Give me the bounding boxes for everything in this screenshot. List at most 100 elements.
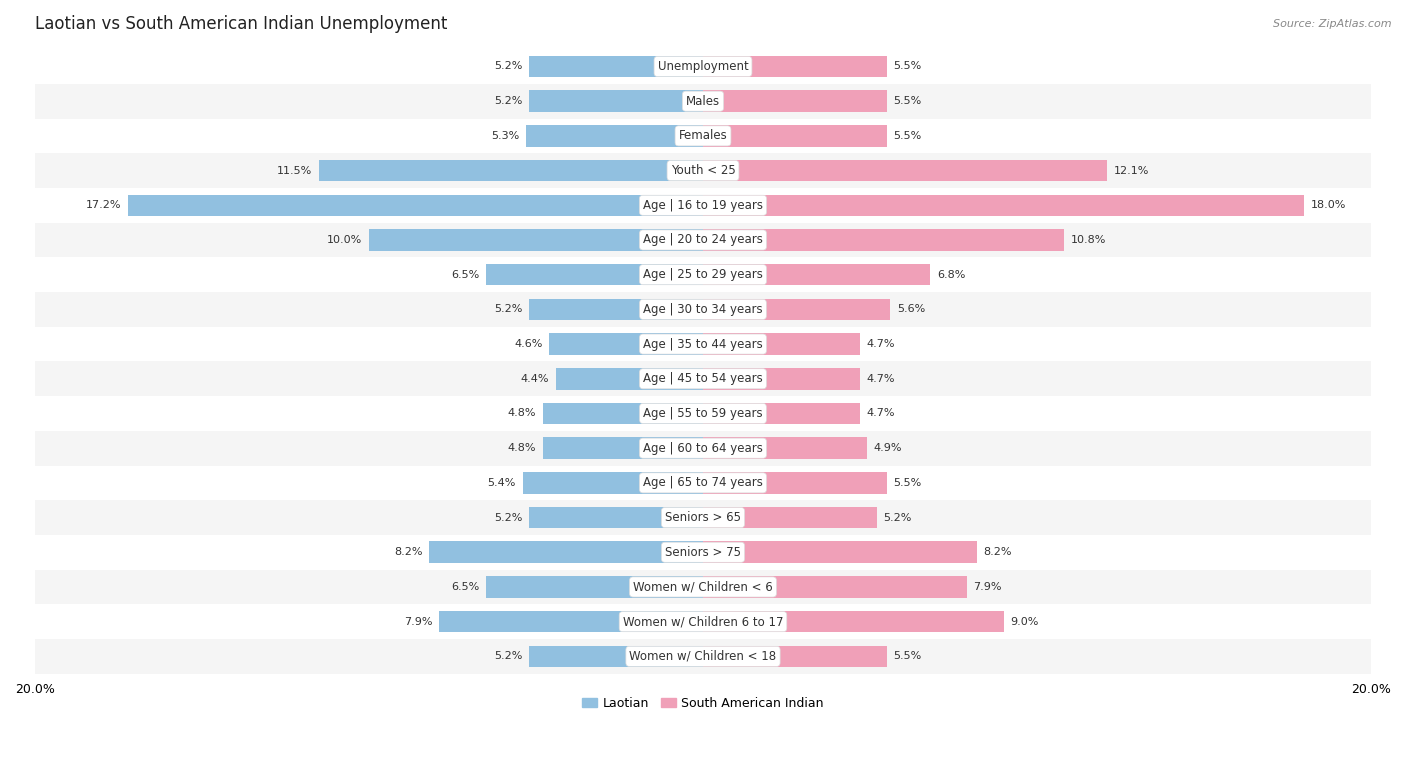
Bar (703, 333, 860, 355)
Text: Women w/ Children < 6: Women w/ Children < 6 (633, 581, 773, 593)
Text: Unemployment: Unemployment (658, 60, 748, 73)
Text: 4.6%: 4.6% (515, 339, 543, 349)
Bar (703, 368, 860, 390)
Text: 4.7%: 4.7% (866, 409, 896, 419)
Text: 5.5%: 5.5% (893, 96, 922, 106)
Text: Age | 16 to 19 years: Age | 16 to 19 years (643, 199, 763, 212)
Bar (35, 639, 1371, 674)
Bar (35, 604, 1371, 639)
Bar (35, 223, 1371, 257)
Bar (703, 611, 1004, 632)
Text: Age | 60 to 64 years: Age | 60 to 64 years (643, 441, 763, 455)
Bar (703, 195, 1305, 216)
Text: Age | 20 to 24 years: Age | 20 to 24 years (643, 233, 763, 247)
Bar (486, 264, 703, 285)
Bar (529, 646, 703, 667)
Bar (35, 431, 1371, 466)
Bar (35, 153, 1371, 188)
Text: 5.5%: 5.5% (893, 478, 922, 488)
Bar (529, 90, 703, 112)
Bar (703, 90, 887, 112)
Bar (35, 361, 1371, 396)
Text: 8.2%: 8.2% (984, 547, 1012, 557)
Bar (703, 541, 977, 563)
Bar (523, 472, 703, 494)
Bar (35, 119, 1371, 153)
Bar (529, 506, 703, 528)
Bar (703, 646, 887, 667)
Text: 5.2%: 5.2% (495, 651, 523, 662)
Text: Age | 25 to 29 years: Age | 25 to 29 years (643, 268, 763, 281)
Text: 8.2%: 8.2% (394, 547, 422, 557)
Text: 5.6%: 5.6% (897, 304, 925, 314)
Bar (703, 56, 887, 77)
Text: 5.2%: 5.2% (495, 96, 523, 106)
Text: 5.5%: 5.5% (893, 61, 922, 71)
Bar (703, 576, 967, 598)
Bar (486, 576, 703, 598)
Bar (319, 160, 703, 182)
Bar (35, 535, 1371, 569)
Bar (429, 541, 703, 563)
Text: 9.0%: 9.0% (1011, 617, 1039, 627)
Bar (550, 333, 703, 355)
Text: 10.8%: 10.8% (1070, 235, 1105, 245)
Bar (35, 500, 1371, 535)
Bar (35, 188, 1371, 223)
Text: 6.5%: 6.5% (451, 269, 479, 279)
Text: 6.8%: 6.8% (936, 269, 965, 279)
Bar (368, 229, 703, 251)
Bar (703, 403, 860, 424)
Bar (35, 569, 1371, 604)
Bar (35, 327, 1371, 361)
Bar (703, 229, 1064, 251)
Text: 4.7%: 4.7% (866, 374, 896, 384)
Text: 4.4%: 4.4% (520, 374, 550, 384)
Text: Females: Females (679, 129, 727, 142)
Bar (703, 125, 887, 147)
Bar (439, 611, 703, 632)
Text: 5.2%: 5.2% (495, 304, 523, 314)
Bar (703, 506, 877, 528)
Text: 17.2%: 17.2% (86, 201, 122, 210)
Text: 4.7%: 4.7% (866, 339, 896, 349)
Bar (35, 292, 1371, 327)
Text: 5.4%: 5.4% (488, 478, 516, 488)
Text: Age | 30 to 34 years: Age | 30 to 34 years (643, 303, 763, 316)
Text: 10.0%: 10.0% (328, 235, 363, 245)
Bar (526, 125, 703, 147)
Bar (35, 396, 1371, 431)
Text: Seniors > 75: Seniors > 75 (665, 546, 741, 559)
Text: 6.5%: 6.5% (451, 582, 479, 592)
Bar (703, 160, 1107, 182)
Text: 11.5%: 11.5% (277, 166, 312, 176)
Text: Youth < 25: Youth < 25 (671, 164, 735, 177)
Text: 5.2%: 5.2% (495, 61, 523, 71)
Text: 4.8%: 4.8% (508, 409, 536, 419)
Text: 5.2%: 5.2% (883, 512, 911, 522)
Text: 5.2%: 5.2% (495, 512, 523, 522)
Text: 5.5%: 5.5% (893, 131, 922, 141)
Text: Age | 65 to 74 years: Age | 65 to 74 years (643, 476, 763, 489)
Bar (35, 84, 1371, 119)
Bar (529, 56, 703, 77)
Bar (555, 368, 703, 390)
Text: 7.9%: 7.9% (404, 617, 433, 627)
Text: Women w/ Children < 18: Women w/ Children < 18 (630, 650, 776, 663)
Text: 5.5%: 5.5% (893, 651, 922, 662)
Text: 12.1%: 12.1% (1114, 166, 1149, 176)
Bar (543, 438, 703, 459)
Text: 18.0%: 18.0% (1310, 201, 1347, 210)
Text: Women w/ Children 6 to 17: Women w/ Children 6 to 17 (623, 615, 783, 628)
Bar (703, 438, 866, 459)
Legend: Laotian, South American Indian: Laotian, South American Indian (578, 692, 828, 715)
Text: 7.9%: 7.9% (973, 582, 1002, 592)
Text: Age | 55 to 59 years: Age | 55 to 59 years (643, 407, 763, 420)
Bar (703, 472, 887, 494)
Bar (529, 298, 703, 320)
Text: Males: Males (686, 95, 720, 107)
Text: 4.9%: 4.9% (873, 443, 901, 453)
Bar (35, 49, 1371, 84)
Bar (703, 264, 931, 285)
Text: Source: ZipAtlas.com: Source: ZipAtlas.com (1274, 19, 1392, 29)
